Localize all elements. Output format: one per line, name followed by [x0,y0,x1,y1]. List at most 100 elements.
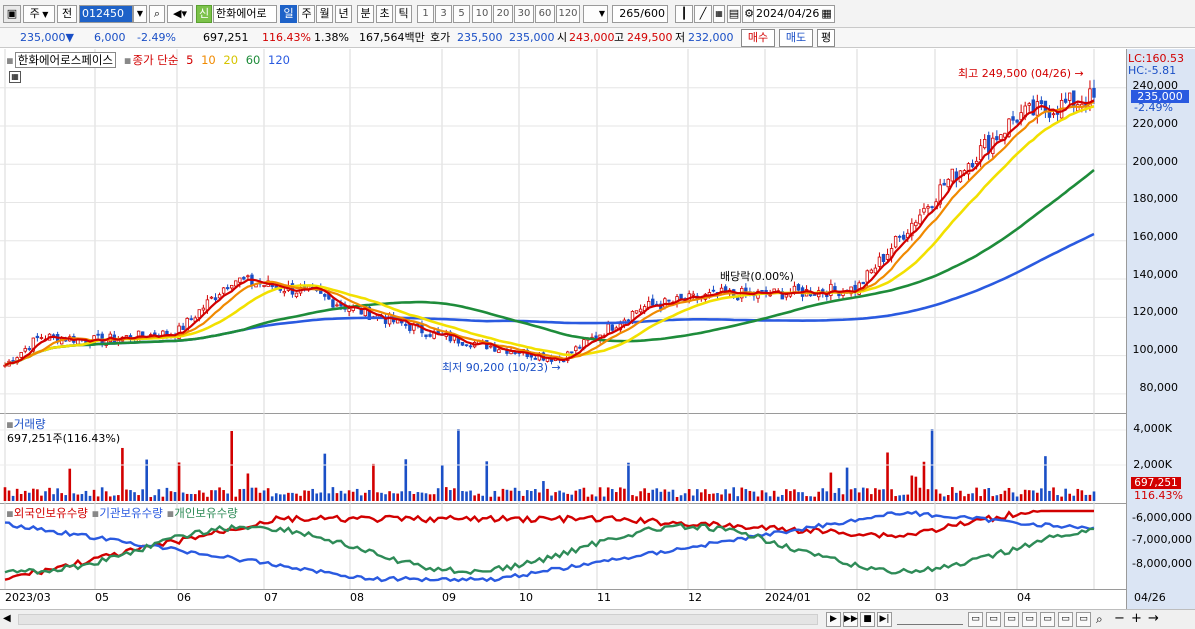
scroll-right-icon[interactable]: ▶ [826,612,841,627]
volume-bar [1052,487,1055,501]
period-week[interactable]: 주 [298,5,315,23]
reset-zoom-icon[interactable]: ▭ [968,612,983,627]
interval-3[interactable]: 3 [435,5,452,23]
layout-icon[interactable]: ▣ [3,5,21,23]
y-tick: 100,000 [1132,343,1179,356]
mode-select[interactable]: 주 ▼ [23,5,55,23]
volume-bar [1019,494,1023,501]
window-icon[interactable]: ▭ [986,612,1001,627]
interval-10[interactable]: 10 [472,5,492,23]
volume-bar [137,495,140,501]
candle-body [225,287,230,290]
grid-icon[interactable]: ▦ [713,5,725,23]
interval-5[interactable]: 5 [453,5,470,23]
volume-bar [145,459,148,501]
volume-bar [185,493,189,501]
volume-bar [453,488,456,501]
count-max: /600 [640,7,665,20]
period-second[interactable]: 초 [376,5,393,23]
stock-name-field[interactable]: 한화에어로 [213,5,277,23]
sell-button[interactable]: 매도 [779,29,813,47]
period-tick[interactable]: 틱 [395,5,412,23]
volume-bar [489,496,493,501]
candle-body [1007,118,1011,137]
calendar-icon[interactable]: ▦ [821,7,832,20]
save-icon[interactable]: ▤ [727,5,741,23]
zoom-slider[interactable] [897,614,963,625]
buy-button[interactable]: 매수 [741,29,775,47]
table-icon[interactable]: ▦ [9,71,21,83]
fast-forward-icon[interactable]: ▶▶ [843,612,858,627]
interval-1[interactable]: 1 [417,5,434,23]
volume-bar [129,490,132,501]
volume-bar [934,489,938,501]
prev-button[interactable]: 전 [57,5,77,23]
candle-body [897,235,902,238]
candle-body [347,308,351,312]
high-annotation: 최고 249,500 (04/26) → [958,65,1084,81]
volume-bar [768,496,772,501]
layout-c-icon[interactable]: ▭ [1040,612,1055,627]
candle-body [27,347,31,350]
stock-label[interactable]: 한화에어로스페이스 [14,52,117,68]
volume-bar [96,496,100,501]
count-input[interactable]: 265/600 [612,5,668,23]
volume-bar [364,492,367,501]
search-icon[interactable]: ⌕ [1096,612,1103,626]
zoom-out-icon[interactable]: − [1114,611,1125,626]
stock-code-input[interactable]: 012450 [79,5,133,23]
arrow-right-icon[interactable]: → [1148,611,1159,626]
scroll-bar[interactable]: ◀ ▶ ▶▶ ■ ▶| ▭ ▭ ▭ ▭ ▭ ▭ ▭ ⌕ − + → [0,609,1195,629]
volume-bar [695,489,699,501]
interval-20[interactable]: 20 [493,5,513,23]
scroll-track[interactable] [18,614,818,625]
price-chart[interactable] [0,49,1126,609]
layout-e-icon[interactable]: ▭ [1076,612,1091,627]
search-icon[interactable]: ⌕ [149,5,165,23]
period-minute[interactable]: 분 [357,5,374,23]
stop-icon[interactable]: ■ [860,612,875,627]
interval-60[interactable]: 60 [535,5,555,23]
candle-body [262,284,266,287]
code-dropdown-icon[interactable]: ▼ [133,5,147,23]
extra-select[interactable]: ▼ [583,5,608,23]
period-month[interactable]: 월 [316,5,333,23]
period-year[interactable]: 년 [335,5,352,23]
volume-bar [797,492,800,501]
volume-bar [214,490,217,501]
volume-bar [967,493,970,501]
volume-bar [295,493,298,501]
period-day[interactable]: 일 [280,5,297,23]
legend-ma-20: 20 [223,53,239,67]
date-input[interactable]: 2024/04/26 ▦ [753,5,835,23]
volume-bar [829,472,833,501]
volume-bar [117,495,120,501]
avg-button[interactable]: 평 [817,29,835,47]
scroll-left-icon[interactable]: ◀ [3,613,11,624]
layout-a-icon[interactable]: ▭ [1004,612,1019,627]
volume-bar [161,496,165,501]
layout-b-icon[interactable]: ▭ [1022,612,1037,627]
volume-bar [501,488,505,501]
volume-bar [189,493,193,501]
candle-type-icon[interactable]: ┃ [675,5,693,23]
candle-body [578,346,582,349]
volume-bar [266,488,270,501]
interval-30[interactable]: 30 [514,5,534,23]
volume-bar [400,491,404,501]
candle-body [626,319,631,322]
volume-bar [538,492,541,501]
end-icon[interactable]: ▶| [877,612,892,627]
zoom-in-icon[interactable]: + [1131,611,1142,626]
dividend-annotation: 배당락(0.00%) [720,270,794,283]
layout-d-icon[interactable]: ▭ [1058,612,1073,627]
candle-body [796,284,801,291]
volume-bar [602,496,606,501]
volume-bar [760,490,764,501]
speaker-icon[interactable]: ◀▾ [167,5,193,23]
drawing-tool-icon[interactable]: ╱ [694,5,712,23]
volume-bar [619,487,622,501]
interval-120[interactable]: 120 [556,5,580,23]
volume-bar [76,494,80,501]
candle-body [282,291,287,294]
